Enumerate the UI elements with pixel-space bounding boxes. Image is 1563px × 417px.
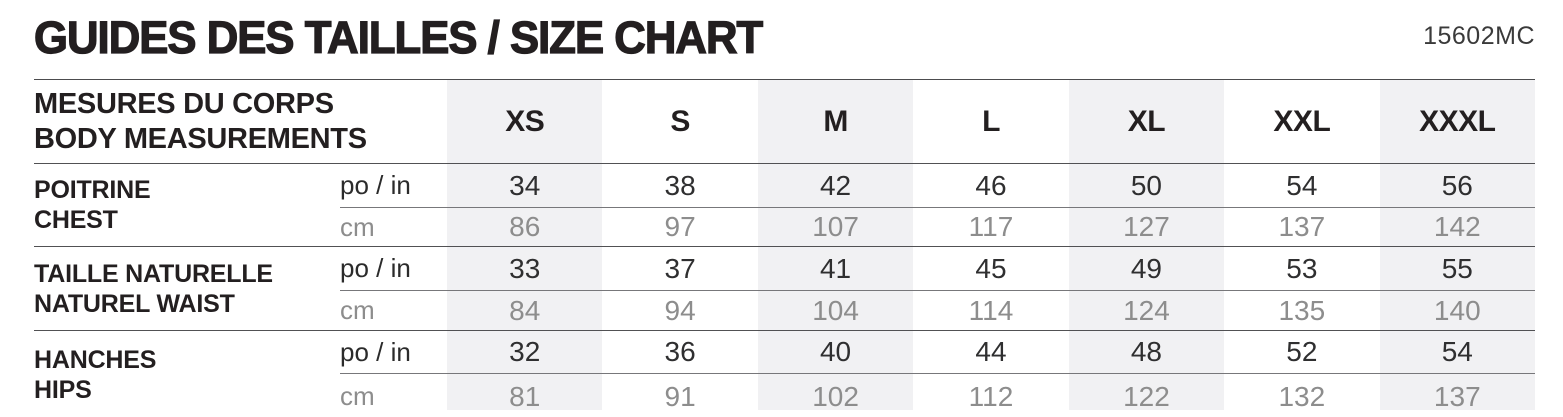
row-label-waist: TAILLE NATURELLE NATUREL WAIST — [34, 247, 340, 331]
value-cell: 56 — [1379, 164, 1535, 208]
product-code: 15602MC — [1423, 22, 1535, 50]
row-label-waist-fr: TAILLE NATURELLE — [34, 259, 273, 288]
value-cell: 122 — [1068, 374, 1225, 410]
value-cell: 112 — [968, 380, 1014, 411]
value-cell: 45 — [913, 247, 1069, 291]
value-cell: 127 — [1068, 208, 1225, 247]
value-cell: 84 — [447, 291, 603, 331]
table-corner-header: MESURES DU CORPS BODY MEASUREMENTS — [34, 80, 447, 164]
value-cell: 33 — [447, 247, 603, 291]
row-label-waist-en: NATUREL WAIST — [34, 289, 235, 318]
size-col-header-m: M — [757, 80, 914, 164]
size-col-header-l: L — [913, 80, 1069, 164]
value-cell: 48 — [1068, 331, 1225, 374]
value-cell: 50 — [1068, 164, 1225, 208]
value-cell: 32 — [447, 331, 603, 374]
unit-label-cm: cm — [340, 208, 447, 247]
row-label-hips: HANCHES HIPS — [34, 331, 340, 410]
size-col-header-s: S — [602, 80, 758, 164]
value-cell: 54 — [1379, 331, 1535, 374]
value-cell: 142 — [1379, 208, 1535, 247]
value-cell: 55 — [1379, 247, 1535, 291]
value-cell: 137 — [1224, 208, 1380, 247]
corner-label-en: BODY MEASUREMENTS — [34, 122, 367, 155]
value-cell: 54 — [1224, 164, 1380, 208]
unit-label-in: po / in — [340, 164, 447, 208]
value-cell: 124 — [1068, 291, 1225, 331]
unit-label-cm: cm — [340, 381, 375, 410]
value-cell: 86 — [447, 208, 603, 247]
value-cell: 97 — [602, 208, 758, 247]
page-title: GUIDES DES TAILLES / SIZE CHART — [33, 11, 763, 63]
size-col-header-xl: XL — [1068, 80, 1225, 164]
value-cell: 37 — [602, 247, 758, 291]
value-cell: 41 — [757, 247, 914, 291]
value-cell: 132 — [1278, 380, 1326, 411]
value-cell: 36 — [602, 331, 758, 374]
value-cell: 107 — [757, 208, 914, 247]
value-cell: 46 — [913, 164, 1069, 208]
value-cell: 102 — [757, 374, 914, 410]
size-col-header-xxxl: XXXL — [1379, 80, 1535, 164]
value-cell: 52 — [1224, 331, 1380, 374]
value-cell: 94 — [602, 291, 758, 331]
value-cell: 42 — [757, 164, 914, 208]
value-cell: 38 — [602, 164, 758, 208]
value-cell: 140 — [1379, 291, 1535, 331]
unit-label-in: po / in — [340, 247, 447, 291]
row-label-chest-fr: POITRINE — [34, 176, 151, 204]
corner-label-fr: MESURES DU CORPS — [34, 87, 334, 120]
value-cell: 34 — [447, 164, 603, 208]
size-table-grid: MESURES DU CORPS BODY MEASUREMENTS XS S … — [34, 79, 1535, 410]
unit-label-cm: cm — [340, 291, 447, 331]
value-cell: 104 — [757, 291, 914, 331]
row-label-chest: POITRINE CHEST — [34, 164, 340, 247]
value-cell: 114 — [913, 291, 1069, 331]
size-col-header-xs: XS — [447, 80, 603, 164]
value-cell: 81 — [447, 374, 603, 410]
row-label-hips-en: HIPS — [34, 376, 92, 404]
size-col-header-xxl: XXL — [1224, 80, 1380, 164]
row-label-hips-fr: HANCHES — [34, 346, 157, 374]
value-cell: 44 — [913, 331, 1069, 374]
value-cell: 91 — [664, 380, 696, 411]
value-cell: 137 — [1379, 374, 1535, 410]
unit-label-in: po / in — [340, 331, 447, 374]
value-cell: 117 — [913, 208, 1069, 247]
value-cell: 40 — [757, 331, 914, 374]
value-cell: 53 — [1224, 247, 1380, 291]
value-cell: 49 — [1068, 247, 1225, 291]
row-label-chest-en: CHEST — [34, 206, 118, 234]
value-cell: 135 — [1224, 291, 1380, 331]
